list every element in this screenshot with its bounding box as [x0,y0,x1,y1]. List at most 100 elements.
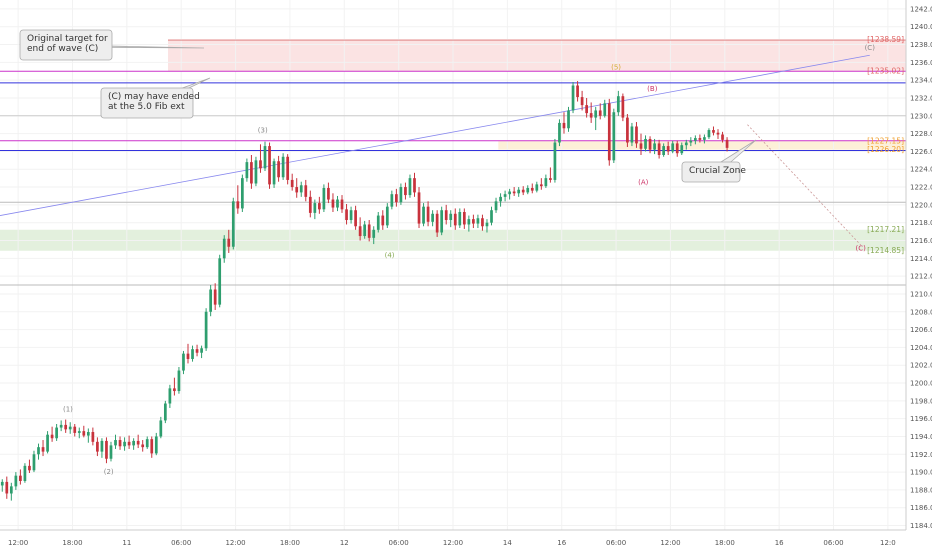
candle-body [327,187,330,200]
candle-body [526,187,530,193]
candle-body [367,224,371,238]
candle-body [598,110,602,116]
candle-body [290,179,294,188]
candle-body [417,192,421,224]
candle-body [109,445,113,459]
candle-body [539,184,543,187]
candle-body [689,140,693,143]
candle-body [675,143,679,154]
candle-body [0,481,4,486]
candle-body [390,194,394,207]
price-zone [168,39,906,72]
y-tick-label: 1226.00 [910,148,932,156]
candle-body [28,465,31,471]
candle-body [204,311,208,349]
candle-body [9,486,13,494]
wave-label: (B) [647,85,658,93]
x-tick-label: 18:00 [715,539,735,547]
candle-body [698,138,702,140]
candle-body [254,160,258,184]
candle-body [105,440,108,459]
x-tick-label: 06:00 [389,539,409,547]
candle-body [59,424,63,428]
candle-body [444,210,448,221]
candle-body [467,219,471,225]
candle-body [648,138,652,150]
candle-body [530,187,534,191]
candle-body [250,162,253,184]
candle-body [118,440,122,447]
candle-body [286,156,290,180]
candle-body [657,143,661,155]
candle-body [168,388,172,404]
annotation-box [19,29,113,61]
candle-body [127,441,131,446]
candle-body [571,85,575,111]
candle-body [159,420,163,437]
candle-body [503,194,507,197]
horizontal-levels [0,39,906,286]
trend-line [0,54,870,216]
y-tick-label: 1218.00 [910,219,932,227]
candle-body [481,218,484,227]
y-tick-label: 1186.00 [910,504,932,512]
y-tick-label: 1188.00 [910,486,932,494]
candle-body [19,475,22,482]
candle-body [508,191,511,195]
candle-body [55,427,58,439]
candle-body [512,191,516,194]
candle-body [304,185,308,197]
x-tick-label: 06:00 [606,539,626,547]
candle-body [336,199,339,208]
candle-body [173,388,176,392]
candle-body [404,187,407,196]
y-tick-label: 1232.00 [910,94,932,102]
candle-body [399,187,403,203]
candle-body [132,440,135,446]
grid-lines [0,0,906,530]
candle-body [37,447,40,455]
candle-body [449,213,453,221]
candle-body [86,432,90,436]
candle-body [725,139,729,148]
candle-body [277,161,280,178]
candle-body [177,370,181,392]
x-tick-label: 12 [340,539,349,547]
candle-body [213,289,217,305]
candle-body [281,156,285,178]
candle-body [594,110,598,118]
x-tick-label: 16 [775,539,784,547]
wave-labels: (1) (2) (3) (4) (5) (B) (A) (C) (C) [63,44,875,476]
candle-body [549,178,552,180]
candle-body [576,85,579,98]
candle-body [272,161,276,185]
candle-body [50,434,54,439]
wave-label: (3) [258,127,268,135]
y-tick-label: 1198.00 [910,397,932,405]
candle-body [376,215,380,230]
candle-body [621,96,625,118]
candle-body [703,137,706,140]
candle-body [558,122,561,143]
candle-body [231,201,235,247]
candle-body [123,441,126,447]
candle-body [331,199,335,208]
candle-body [635,126,638,144]
candle-body [182,353,185,371]
annotation-callout: Crucial Zone [681,139,757,183]
y-tick-label: 1236.00 [910,59,932,67]
candle-body [358,226,362,237]
candle-body [721,134,724,140]
candle-body [662,146,666,155]
candle-body [363,224,367,237]
annotation-text: Original target for [27,34,108,44]
y-tick-label: 1202.00 [910,362,932,370]
x-tick-label: 16 [557,539,566,547]
candle-body [440,210,444,233]
y-tick-label: 1238.00 [910,41,932,49]
y-tick-label: 1210.00 [910,290,932,298]
y-tick-label: 1204.00 [910,344,932,352]
candle-body [485,222,489,227]
